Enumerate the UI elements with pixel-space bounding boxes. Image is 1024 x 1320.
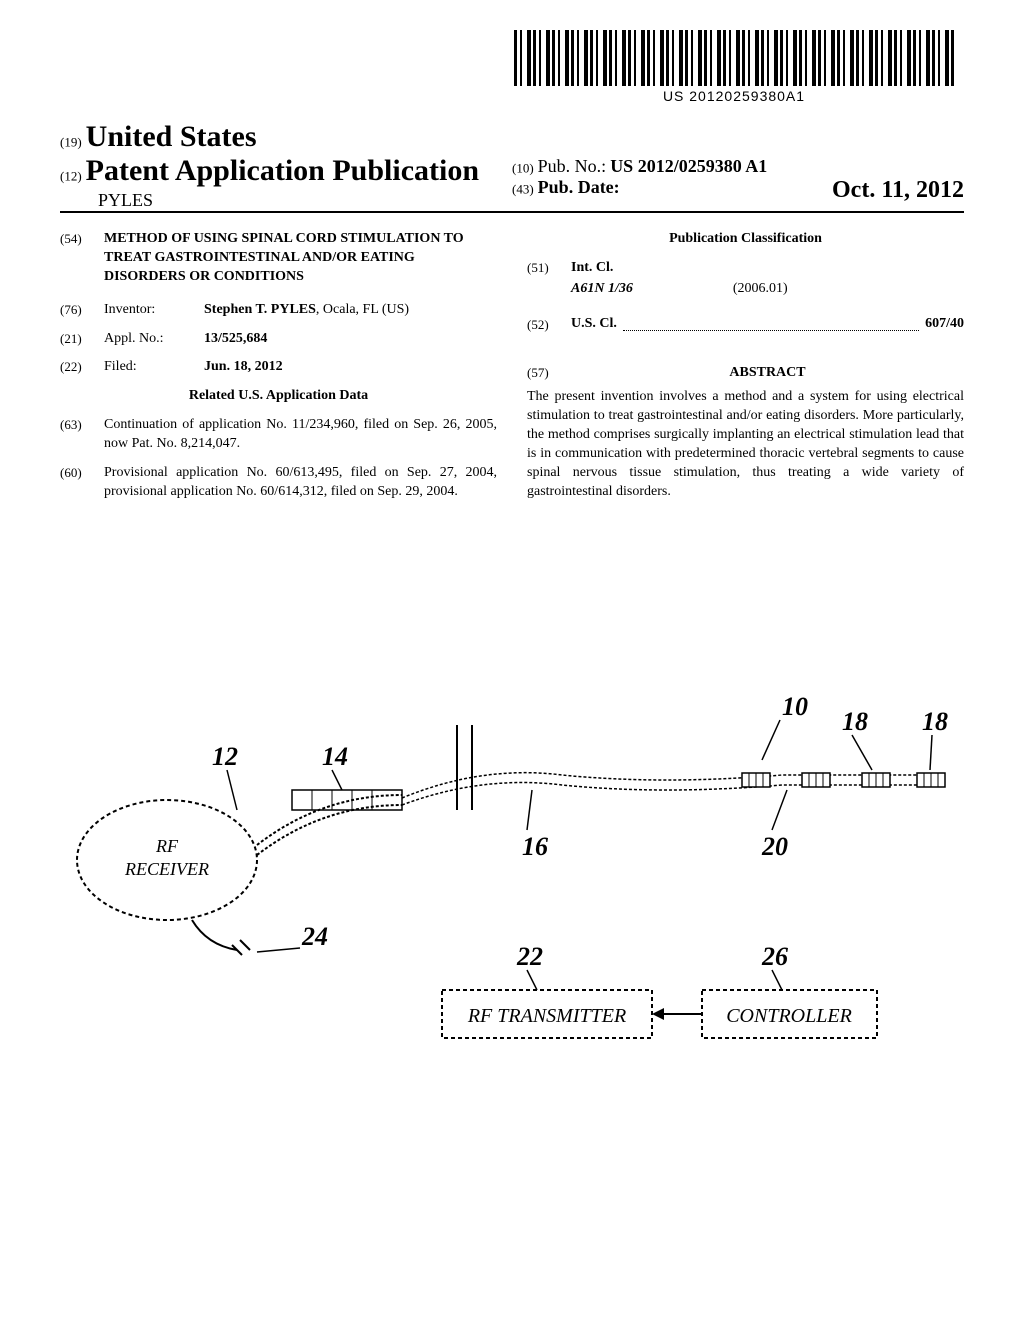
doctype-inid: (12) xyxy=(60,168,82,183)
applno-inid: (21) xyxy=(60,330,104,349)
pubno-label: Pub. No.: xyxy=(538,156,607,176)
connector-block xyxy=(292,790,402,810)
filed-value: Jun. 18, 2012 xyxy=(204,358,497,377)
leader-18a xyxy=(852,735,872,770)
inventor-rest: , Ocala, FL (US) xyxy=(316,302,409,317)
inventor-row: (76) Inventor: Stephen T. PYLES, Ocala, … xyxy=(60,301,497,320)
lead-path-bot xyxy=(402,783,942,806)
leader-16 xyxy=(527,790,532,830)
label-18b: 18 xyxy=(922,707,948,736)
header-left: (19) United States (12) Patent Applicati… xyxy=(60,120,512,211)
pubno-inid: (10) xyxy=(512,160,534,175)
leader-22 xyxy=(527,970,537,990)
uscl-label: U.S. Cl. xyxy=(571,315,617,334)
uscl-inid: (52) xyxy=(527,316,571,334)
label-26: 26 xyxy=(761,942,788,971)
controller-text: CONTROLLER xyxy=(726,1005,852,1027)
cont-text: Continuation of application No. 11/234,9… xyxy=(104,416,497,454)
leader-14 xyxy=(332,770,342,790)
intcl-code-row: A61N 1/36 (2006.01) xyxy=(527,280,964,299)
barcode-text: US 20120259380A1 xyxy=(514,88,954,104)
label-24: 24 xyxy=(301,922,328,951)
filed-row: (22) Filed: Jun. 18, 2012 xyxy=(60,358,497,377)
prov-text: Provisional application No. 60/613,495, … xyxy=(104,464,497,502)
barcode-region: US 20120259380A1 xyxy=(514,30,954,104)
pubdate-inid: (43) xyxy=(512,181,534,196)
rf-receiver-text-1: RF xyxy=(155,836,179,856)
antenna-curve xyxy=(192,920,237,950)
antenna-tip-2 xyxy=(240,940,250,950)
leader-18b xyxy=(930,735,932,770)
pubno: US 2012/0259380 A1 xyxy=(610,156,767,176)
patent-figure: RF RECEIVER xyxy=(60,680,964,1120)
inventor-value: Stephen T. PYLES, Ocala, FL (US) xyxy=(204,301,497,320)
header: (19) United States (12) Patent Applicati… xyxy=(60,120,964,213)
applno-value: 13/525,684 xyxy=(204,330,497,349)
leader-24 xyxy=(257,948,300,952)
label-14: 14 xyxy=(322,742,348,771)
label-20: 20 xyxy=(761,832,788,861)
title-row: (54) METHOD OF USING SPINAL CORD STIMULA… xyxy=(60,230,497,287)
intcl-row: (51) Int. Cl. xyxy=(527,259,964,278)
label-18a: 18 xyxy=(842,707,868,736)
barcode xyxy=(514,30,954,86)
lead-wire-top xyxy=(257,795,402,845)
provisional-row: (60) Provisional application No. 60/613,… xyxy=(60,464,497,502)
header-rule xyxy=(60,211,964,213)
author: PYLES xyxy=(98,190,512,211)
label-12: 12 xyxy=(212,742,238,771)
title-inid: (54) xyxy=(60,230,104,287)
pubdate: Oct. 11, 2012 xyxy=(832,177,964,204)
body: (54) METHOD OF USING SPINAL CORD STIMULA… xyxy=(60,230,964,512)
pubdate-label: Pub. Date: xyxy=(538,177,620,197)
pubdate-line: (43) Pub. Date: Oct. 11, 2012 xyxy=(512,177,964,198)
abstract-text: The present invention involves a method … xyxy=(527,388,964,501)
uscl-row: (52) U.S. Cl. 607/40 xyxy=(527,315,964,334)
arrow-head xyxy=(652,1008,664,1020)
doctype-line: (12) Patent Application Publication xyxy=(60,154,512,188)
right-column: Publication Classification (51) Int. Cl.… xyxy=(527,230,964,512)
intcl-inid: (51) xyxy=(527,259,571,278)
applno-label: Appl. No.: xyxy=(104,330,204,349)
figure-svg: RF RECEIVER xyxy=(60,680,964,1120)
leader-12 xyxy=(227,770,237,810)
filed-inid: (22) xyxy=(60,358,104,377)
dotfill xyxy=(623,321,919,331)
inventor-inid: (76) xyxy=(60,301,104,320)
country-line: (19) United States xyxy=(60,120,512,154)
country-inid: (19) xyxy=(60,134,82,149)
inventor-name: Stephen T. PYLES xyxy=(204,302,316,317)
intcl-year: (2006.01) xyxy=(733,280,788,299)
country: United States xyxy=(86,120,257,153)
header-right: (10) Pub. No.: US 2012/0259380 A1 (43) P… xyxy=(512,120,964,204)
continuation-row: (63) Continuation of application No. 11/… xyxy=(60,416,497,454)
label-10: 10 xyxy=(782,692,808,721)
intcl-code: A61N 1/36 xyxy=(571,280,633,299)
abstract-header: ABSTRACT xyxy=(571,364,964,383)
cont-inid: (63) xyxy=(60,416,104,454)
invention-title: METHOD OF USING SPINAL CORD STIMULATION … xyxy=(104,230,497,287)
label-22: 22 xyxy=(516,942,543,971)
rf-receiver-text-2: RECEIVER xyxy=(124,859,209,879)
pubno-line: (10) Pub. No.: US 2012/0259380 A1 xyxy=(512,156,964,177)
classification-header: Publication Classification xyxy=(527,230,964,249)
leader-26 xyxy=(772,970,782,990)
doctype: Patent Application Publication xyxy=(86,154,479,187)
intcl-label: Int. Cl. xyxy=(571,259,964,278)
rf-transmitter-text: RF TRANSMITTER xyxy=(467,1005,626,1027)
label-16: 16 xyxy=(522,832,548,861)
uscl-value: 607/40 xyxy=(925,315,964,334)
related-header: Related U.S. Application Data xyxy=(60,387,497,406)
leader-20 xyxy=(772,790,787,830)
abstract-inid: (57) xyxy=(527,364,571,383)
prov-inid: (60) xyxy=(60,464,104,502)
filed-label: Filed: xyxy=(104,358,204,377)
left-column: (54) METHOD OF USING SPINAL CORD STIMULA… xyxy=(60,230,497,512)
inventor-label: Inventor: xyxy=(104,301,204,320)
abstract-header-row: (57) ABSTRACT xyxy=(527,364,964,383)
leader-10 xyxy=(762,720,780,760)
applno-row: (21) Appl. No.: 13/525,684 xyxy=(60,330,497,349)
